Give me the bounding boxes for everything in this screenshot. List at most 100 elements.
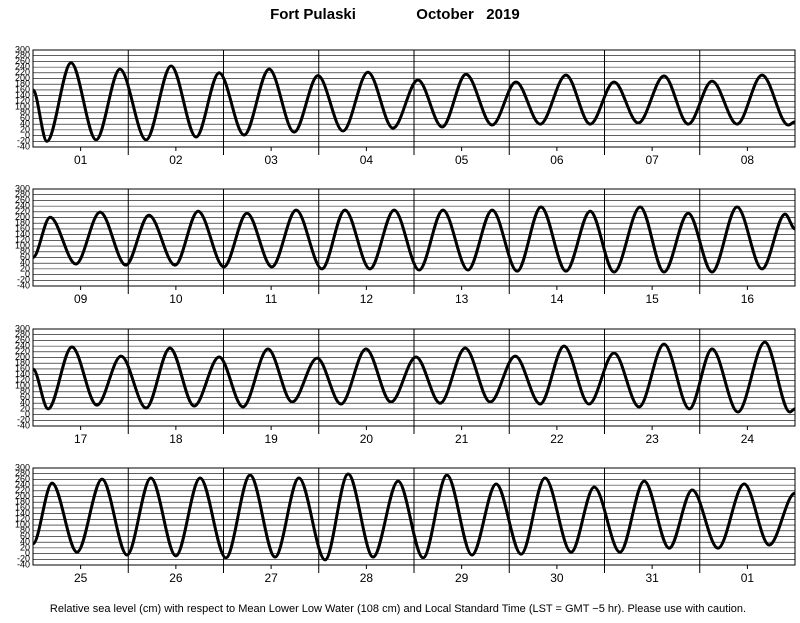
x-tick-label: 04 bbox=[360, 153, 374, 167]
caption: Relative sea level (cm) with respect to … bbox=[50, 603, 746, 615]
tide-line bbox=[31, 205, 796, 274]
y-tick-label: 80 bbox=[20, 525, 30, 535]
y-tick-label: 0 bbox=[25, 409, 30, 419]
chart-title: Fort Pulaski bbox=[270, 6, 356, 23]
x-tick-label: 09 bbox=[74, 292, 88, 306]
x-tick-label: 19 bbox=[264, 432, 278, 446]
tide-line bbox=[31, 61, 796, 143]
y-tick-label: 120 bbox=[15, 375, 30, 385]
plot-frame bbox=[32, 188, 796, 287]
x-tick-label: 29 bbox=[455, 571, 469, 585]
tide-line bbox=[31, 340, 796, 414]
y-tick-label: 240 bbox=[15, 61, 30, 71]
y-tick-label: 40 bbox=[20, 537, 30, 547]
y-tick-label: 200 bbox=[15, 212, 30, 222]
y-tick-label: 60 bbox=[20, 531, 30, 541]
x-tick-label: 05 bbox=[455, 153, 469, 167]
x-tick-label: 03 bbox=[264, 153, 278, 167]
x-tick-label: 25 bbox=[74, 571, 88, 585]
y-tick-label: 180 bbox=[15, 358, 30, 368]
y-tick-label: 220 bbox=[15, 67, 30, 77]
x-tick-label: 10 bbox=[169, 292, 183, 306]
chart-date: October 2019 bbox=[416, 6, 519, 23]
x-tick-label: 26 bbox=[169, 571, 183, 585]
y-tick-label: 140 bbox=[15, 229, 30, 239]
x-tick-label: 20 bbox=[360, 432, 374, 446]
plot-frame bbox=[32, 49, 796, 148]
y-tick-label: 0 bbox=[25, 548, 30, 558]
y-tick-label: 80 bbox=[20, 386, 30, 396]
y-tick-label: -40 bbox=[17, 280, 30, 290]
y-tick-label: 160 bbox=[15, 223, 30, 233]
y-tick-label: 240 bbox=[15, 479, 30, 489]
y-tick-label: 40 bbox=[20, 398, 30, 408]
y-tick-label: 60 bbox=[20, 252, 30, 262]
y-tick-label: 140 bbox=[15, 369, 30, 379]
y-tick-label: 160 bbox=[15, 84, 30, 94]
x-tick-label: 31 bbox=[645, 571, 659, 585]
y-tick-label: 20 bbox=[20, 124, 30, 134]
y-tick-label: 120 bbox=[15, 514, 30, 524]
y-tick-label: 300 bbox=[15, 44, 30, 54]
y-tick-label: 120 bbox=[15, 235, 30, 245]
y-tick-label: 20 bbox=[20, 542, 30, 552]
x-tick-label: 23 bbox=[645, 432, 659, 446]
x-tick-label: 07 bbox=[645, 153, 659, 167]
y-tick-label: 0 bbox=[25, 269, 30, 279]
y-tick-label: 300 bbox=[15, 462, 30, 472]
y-tick-label: 40 bbox=[20, 119, 30, 129]
y-tick-label: 140 bbox=[15, 90, 30, 100]
y-tick-label: 160 bbox=[15, 502, 30, 512]
x-tick-label: 17 bbox=[74, 432, 88, 446]
y-tick-label: 260 bbox=[15, 195, 30, 205]
y-tick-label: 80 bbox=[20, 107, 30, 117]
x-tick-label: 22 bbox=[550, 432, 564, 446]
y-tick-label: 280 bbox=[15, 468, 30, 478]
x-tick-label: 08 bbox=[741, 153, 755, 167]
plot-frame bbox=[32, 328, 796, 427]
y-tick-label: 180 bbox=[15, 497, 30, 507]
plot-frame bbox=[32, 467, 796, 566]
y-tick-label: 60 bbox=[20, 113, 30, 123]
y-tick-label: 260 bbox=[15, 56, 30, 66]
y-tick-label: 220 bbox=[15, 485, 30, 495]
y-tick-label: 20 bbox=[20, 403, 30, 413]
y-tick-label: 260 bbox=[15, 335, 30, 345]
y-tick-label: 40 bbox=[20, 258, 30, 268]
y-tick-label: 240 bbox=[15, 340, 30, 350]
x-tick-label: 15 bbox=[645, 292, 659, 306]
y-tick-label: 100 bbox=[15, 240, 30, 250]
x-tick-label: 11 bbox=[265, 292, 278, 306]
y-tick-label: 260 bbox=[15, 474, 30, 484]
y-tick-label: 220 bbox=[15, 346, 30, 356]
y-tick-label: 200 bbox=[15, 352, 30, 362]
x-tick-label: 24 bbox=[741, 432, 755, 446]
x-tick-label: 21 bbox=[455, 432, 469, 446]
y-tick-label: 280 bbox=[15, 50, 30, 60]
y-tick-label: 120 bbox=[15, 96, 30, 106]
y-tick-label: 220 bbox=[15, 206, 30, 216]
x-tick-label: 02 bbox=[169, 153, 183, 167]
y-tick-label: -20 bbox=[17, 415, 30, 425]
y-tick-label: 180 bbox=[15, 218, 30, 228]
x-tick-label: 18 bbox=[169, 432, 183, 446]
y-tick-label: 0 bbox=[25, 130, 30, 140]
y-tick-label: 280 bbox=[15, 189, 30, 199]
x-tick-label: 30 bbox=[550, 571, 564, 585]
x-tick-label: 01 bbox=[741, 571, 755, 585]
x-tick-label: 13 bbox=[455, 292, 469, 306]
y-tick-label: -20 bbox=[17, 275, 30, 285]
tide-line bbox=[31, 472, 796, 562]
y-tick-label: -20 bbox=[17, 554, 30, 564]
x-tick-label: 01 bbox=[74, 153, 88, 167]
x-tick-label: 14 bbox=[550, 292, 564, 306]
y-tick-label: -40 bbox=[17, 141, 30, 151]
y-tick-label: 160 bbox=[15, 363, 30, 373]
y-tick-label: 60 bbox=[20, 392, 30, 402]
y-tick-label: 100 bbox=[15, 101, 30, 111]
y-tick-label: 240 bbox=[15, 200, 30, 210]
x-tick-label: 16 bbox=[741, 292, 755, 306]
x-tick-label: 12 bbox=[360, 292, 374, 306]
y-tick-label: 140 bbox=[15, 508, 30, 518]
